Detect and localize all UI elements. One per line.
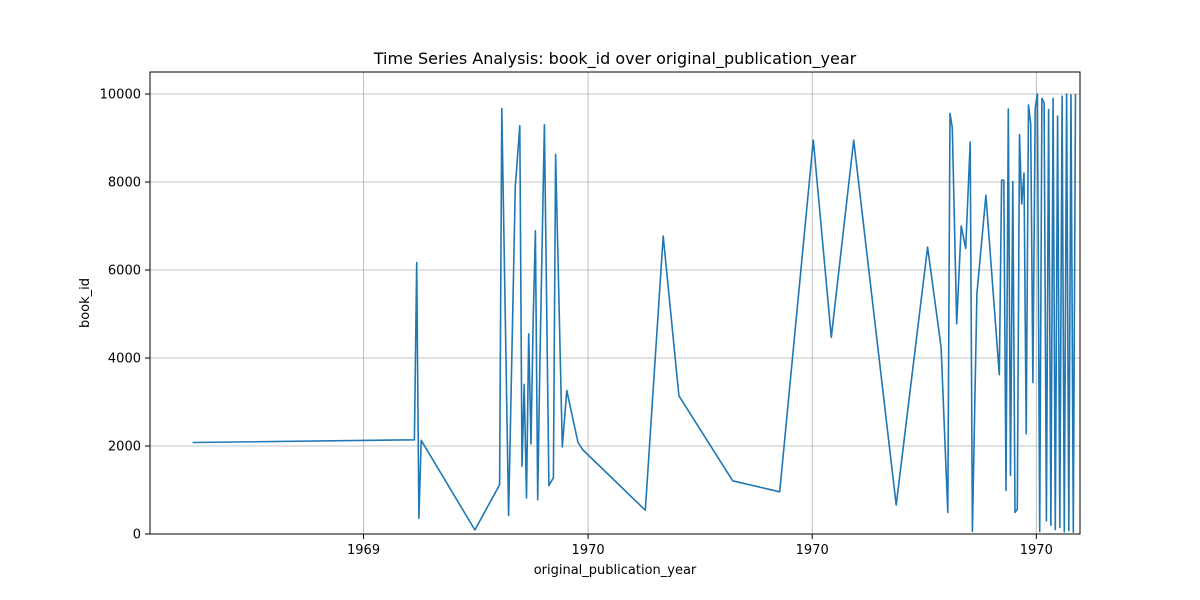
x-axis-label: original_publication_year: [534, 563, 697, 578]
y-tick-label: 4000: [108, 352, 141, 367]
chart-title: Time Series Analysis: book_id over origi…: [373, 49, 857, 69]
y-axis-label: book_id: [78, 278, 93, 328]
y-tick-label: 2000: [108, 440, 141, 455]
x-tick-label: 1970: [1020, 543, 1053, 558]
x-tick-label: 1969: [347, 543, 380, 558]
x-tick-label: 1970: [572, 543, 605, 558]
book-id-series-line: [192, 93, 1077, 534]
x-tick-label: 1970: [796, 543, 829, 558]
plot-frame: [149, 71, 1081, 535]
series-layer: [192, 93, 1077, 534]
y-tick-label: 6000: [108, 264, 141, 279]
grid-layer: [150, 72, 1080, 535]
y-tick-label: 10000: [100, 88, 141, 103]
tick-layer: 0 2000 4000 6000 8000 10000 1969 1970 1970 1970: [100, 88, 1053, 559]
y-tick-label: 8000: [108, 176, 141, 191]
y-tick-label: 0: [133, 528, 141, 543]
